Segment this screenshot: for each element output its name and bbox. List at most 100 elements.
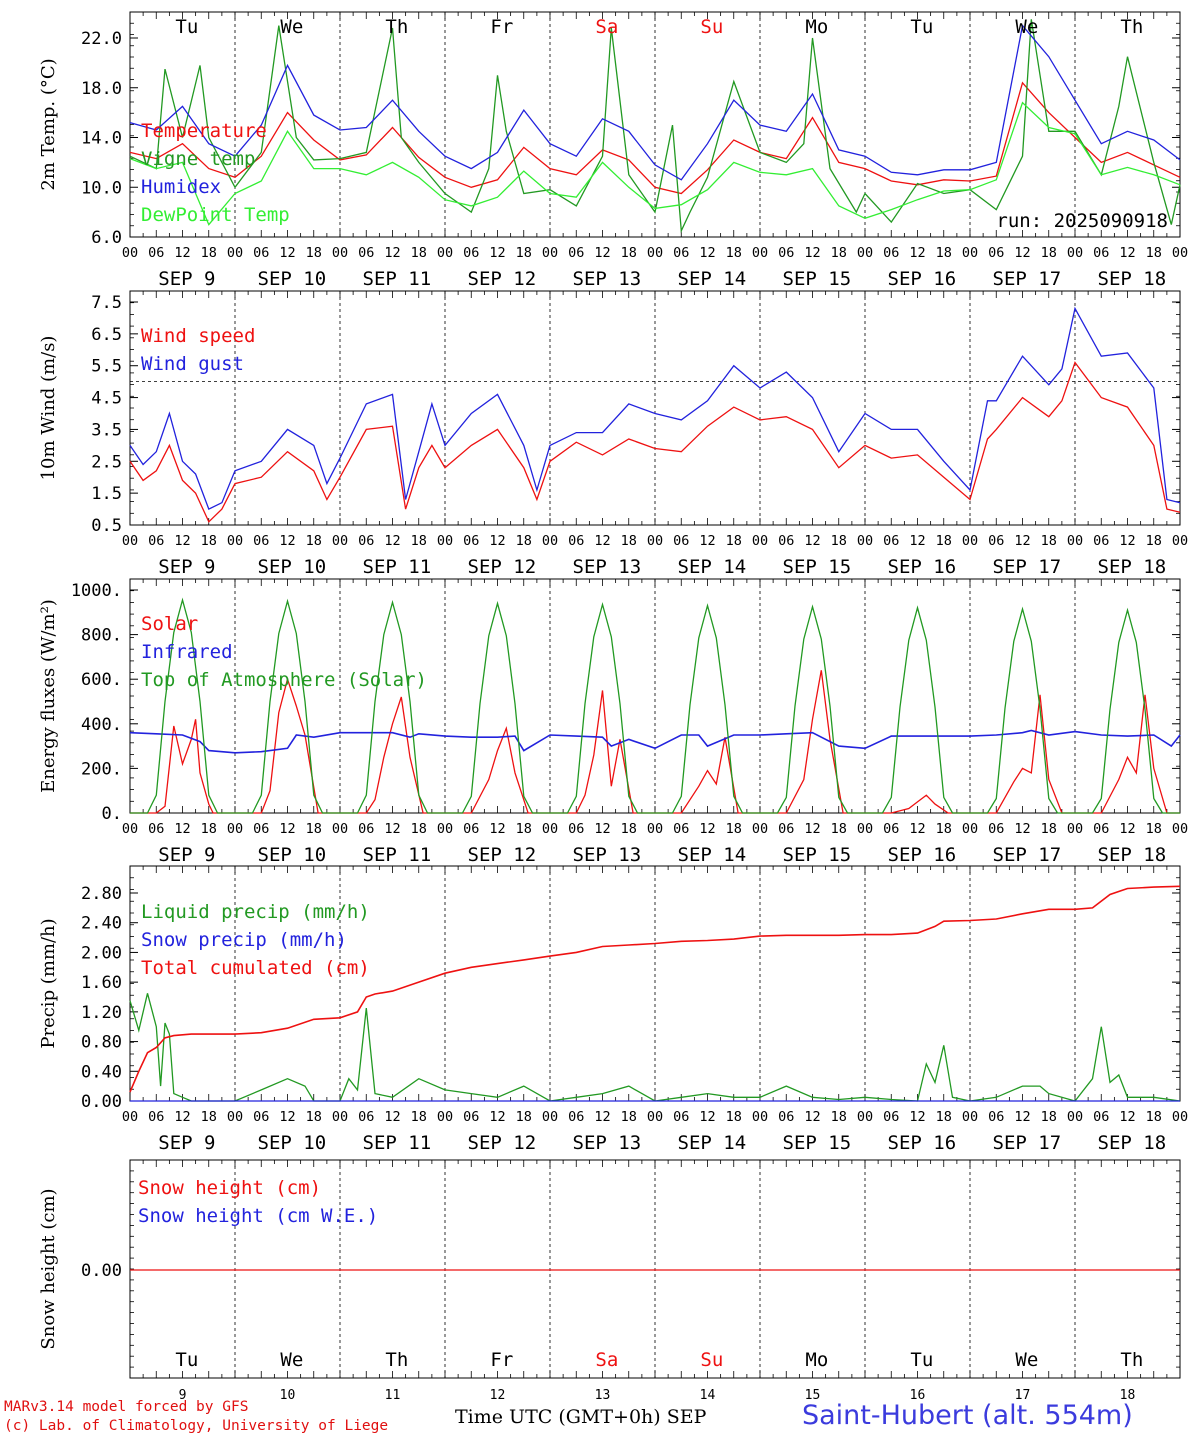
footer-xlabel: Time UTC (GMT+0h) SEP <box>455 1406 707 1428</box>
hour-label: 18 <box>1041 533 1057 549</box>
hour-label: 12 <box>174 1109 190 1125</box>
hour-label: 18 <box>516 245 532 261</box>
hour-label: 06 <box>358 245 374 261</box>
legend-entry: DewPoint Temp <box>141 204 290 226</box>
date-label: SEP 17 <box>993 556 1062 578</box>
hour-label: 18 <box>936 245 952 261</box>
hour-label: 06 <box>358 533 374 549</box>
date-label: SEP 14 <box>678 556 747 578</box>
hour-label: 00 <box>962 821 978 837</box>
date-label: SEP 9 <box>158 556 215 578</box>
hour-label: 00 <box>752 533 768 549</box>
hour-label: 00 <box>1067 533 1083 549</box>
hour-label: 12 <box>384 533 400 549</box>
hour-label: 18 <box>411 533 427 549</box>
y-tick-label: 2.5 <box>91 452 122 472</box>
y-tick-label: 800. <box>81 626 122 646</box>
day-name-bottom: We <box>280 1349 303 1371</box>
y-axis-label: Snow height (cm) <box>38 1188 59 1349</box>
hour-label: 00 <box>647 533 663 549</box>
hour-label: 12 <box>1119 533 1135 549</box>
hour-label: 06 <box>463 1109 479 1125</box>
hour-label: 18 <box>306 245 322 261</box>
date-label: SEP 11 <box>363 1132 432 1154</box>
hour-label: 12 <box>804 533 820 549</box>
date-label: SEP 15 <box>783 844 852 866</box>
hour-label: 18 <box>1041 821 1057 837</box>
hour-label: 00 <box>437 245 453 261</box>
date-label: SEP 9 <box>158 844 215 866</box>
hour-label: 12 <box>909 245 925 261</box>
date-label: SEP 18 <box>1098 268 1167 290</box>
legend-entry: Humidex <box>141 176 221 198</box>
y-axis-label: 10m Wind (m/s) <box>38 336 59 481</box>
run-label: run: 2025090918 <box>996 210 1168 232</box>
hour-label: 12 <box>699 245 715 261</box>
date-label: SEP 18 <box>1098 556 1167 578</box>
day-name-top: Sa <box>595 16 618 38</box>
hour-label: 00 <box>1172 245 1188 261</box>
hour-label: 06 <box>148 821 164 837</box>
hour-label: 12 <box>279 1109 295 1125</box>
hour-label: 06 <box>673 533 689 549</box>
date-label: SEP 17 <box>993 268 1062 290</box>
date-label: SEP 14 <box>678 268 747 290</box>
legend-entry: Wind gust <box>141 353 244 375</box>
hour-label: 12 <box>804 245 820 261</box>
day-name-top: Tu <box>910 16 933 38</box>
hour-label: 18 <box>201 533 217 549</box>
series-line-total-cumulated-cm- <box>129 885 1181 1093</box>
hour-label: 00 <box>1067 821 1083 837</box>
hour-label: 00 <box>857 821 873 837</box>
hour-label: 00 <box>122 1109 138 1125</box>
hour-label: 12 <box>384 245 400 261</box>
legend-entry: Snow height (cm) <box>138 1177 321 1199</box>
hour-label: 00 <box>227 245 243 261</box>
hour-label: 06 <box>148 245 164 261</box>
y-tick-label: 200. <box>81 759 122 779</box>
y-tick-label: 2.80 <box>81 884 122 904</box>
hour-label: 06 <box>358 1109 374 1125</box>
date-label: SEP 9 <box>158 268 215 290</box>
hour-label: 00 <box>857 1109 873 1125</box>
hour-label: 18 <box>1146 1109 1162 1125</box>
hour-label: 12 <box>279 821 295 837</box>
y-tick-label: 0.00 <box>81 1092 122 1112</box>
date-label: SEP 13 <box>573 844 642 866</box>
footer-station: Saint-Hubert (alt. 554m) <box>802 1400 1133 1431</box>
date-label: SEP 13 <box>573 556 642 578</box>
hour-label: 06 <box>253 1109 269 1125</box>
series-line-dewpoint-temp <box>129 101 1181 226</box>
hour-label: 00 <box>647 1109 663 1125</box>
y-axis-label: Energy fluxes (W/m²) <box>38 599 59 793</box>
hour-label: 18 <box>726 1109 742 1125</box>
day-name-bottom: We <box>1015 1349 1038 1371</box>
hour-label: 12 <box>804 1109 820 1125</box>
legend-entry: Solar <box>141 613 198 635</box>
footer-credits: MARv3.14 model forced by GFS (c) Lab. of… <box>4 1398 388 1436</box>
hour-label: 18 <box>516 533 532 549</box>
hour-label: 18 <box>831 533 847 549</box>
day-number: 11 <box>385 1388 401 1403</box>
hour-label: 06 <box>778 1109 794 1125</box>
y-tick-label: 14.0 <box>81 129 122 149</box>
y-tick-label: 3.5 <box>91 420 122 440</box>
hour-label: 12 <box>279 245 295 261</box>
legend-entry: Snow precip (mm/h) <box>141 929 347 951</box>
hour-label: 18 <box>621 245 637 261</box>
hour-label: 18 <box>516 821 532 837</box>
y-tick-label: 1000. <box>71 581 122 601</box>
date-label: SEP 12 <box>468 268 537 290</box>
date-label: SEP 16 <box>888 556 957 578</box>
day-name-top: Th <box>1120 16 1143 38</box>
hour-label: 18 <box>1146 533 1162 549</box>
hour-label: 06 <box>463 245 479 261</box>
hour-label: 06 <box>463 533 479 549</box>
y-axis-label: Precip (mm/h) <box>38 918 59 1048</box>
legend-entry: Top of Atmosphere (Solar) <box>141 669 427 691</box>
hour-label: 06 <box>673 1109 689 1125</box>
hour-label: 00 <box>1067 1109 1083 1125</box>
hour-label: 06 <box>568 821 584 837</box>
y-tick-label: 0.5 <box>91 516 122 536</box>
date-label: SEP 15 <box>783 268 852 290</box>
